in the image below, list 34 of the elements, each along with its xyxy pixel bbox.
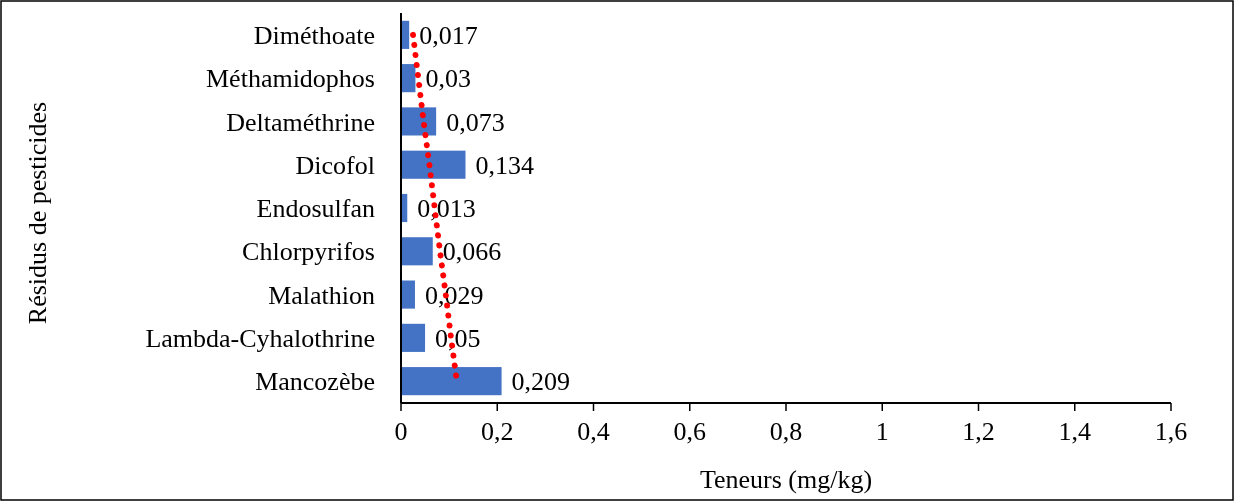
x-tick-label: 0,4 (577, 417, 610, 446)
bar (401, 367, 502, 396)
x-tick-label: 0,2 (481, 417, 514, 446)
x-tick-label: 1,4 (1058, 417, 1091, 446)
y-axis-title: Résidus de pesticides (23, 101, 52, 325)
bar (401, 237, 433, 266)
x-tick-label: 0 (394, 417, 408, 446)
x-tick-label: 1,6 (1154, 417, 1188, 446)
x-tick-label: 0,8 (769, 417, 803, 446)
data-label: 0,029 (424, 280, 484, 310)
y-tick-label: Mancozèbe (255, 367, 375, 397)
data-label: 0,134 (475, 150, 534, 180)
data-label: 0,017 (419, 20, 478, 50)
data-label: 0,073 (446, 107, 505, 137)
y-tick-label: Endosulfan (256, 194, 375, 224)
data-label: 0,066 (442, 237, 502, 267)
data-label: 0,013 (417, 194, 476, 224)
y-tick-label: Lambda-Cyhalothrine (145, 323, 375, 353)
x-tick-label: 1 (875, 417, 889, 446)
y-tick-label: Chlorpyrifos (242, 237, 375, 267)
bar (401, 323, 426, 352)
x-tick-label: 0,6 (673, 417, 706, 446)
y-tick-label: Diméthoate (253, 20, 375, 50)
x-axis-title: Teneurs (mg/kg) (699, 465, 873, 494)
y-tick-label: Méthamidophos (206, 64, 375, 94)
data-label: 0,05 (435, 323, 481, 353)
y-tick-label: Dicofol (295, 150, 375, 180)
bar (401, 150, 466, 179)
data-label: 0,209 (511, 367, 571, 397)
x-tick-label: 1,2 (962, 417, 995, 446)
bar (401, 280, 415, 309)
y-tick-label: Deltaméthrine (226, 107, 375, 137)
data-label: 0,03 (425, 64, 471, 94)
y-tick-label: Malathion (268, 280, 375, 310)
